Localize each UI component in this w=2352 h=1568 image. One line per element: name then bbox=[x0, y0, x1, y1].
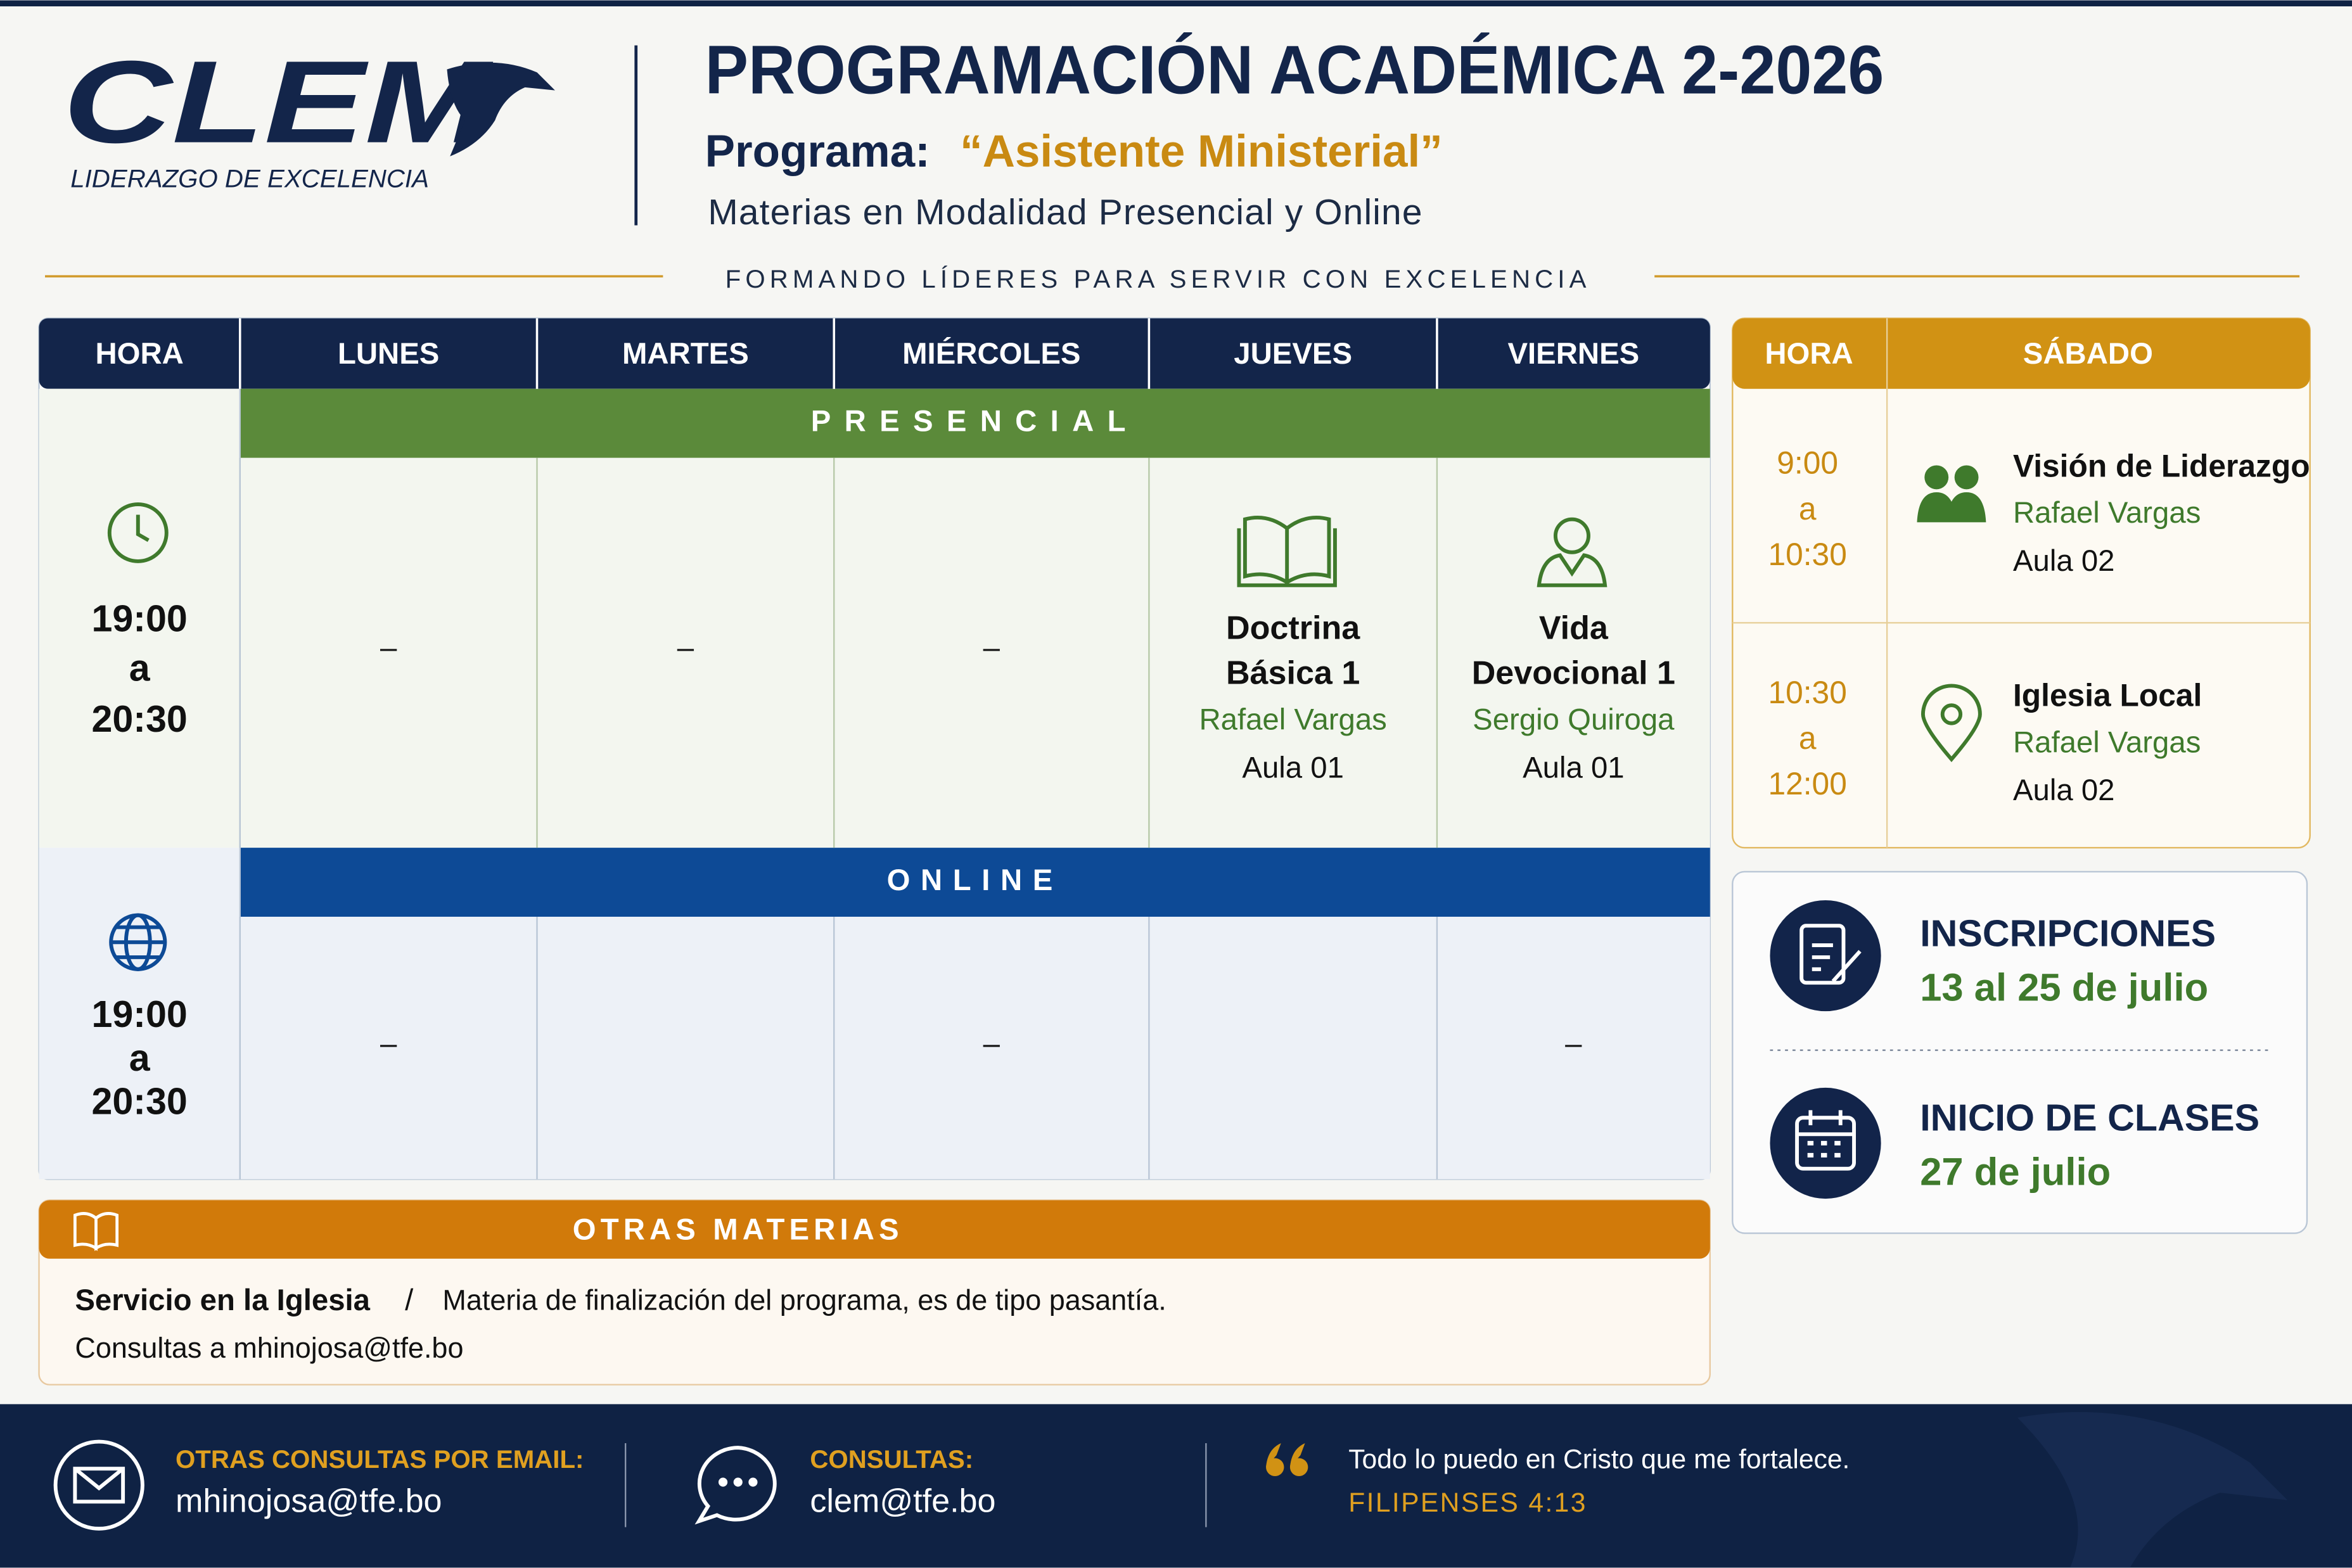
teacher: Rafael Vargas bbox=[2013, 725, 2201, 759]
eagle-logo bbox=[447, 62, 555, 156]
time: 9:00 bbox=[1777, 445, 1838, 481]
description: Materia de finalización del programa, es… bbox=[442, 1284, 1166, 1316]
online-band bbox=[240, 848, 1710, 917]
room: Aula 01 bbox=[1242, 751, 1344, 785]
footer-content: OTRAS CONSULTAS POR EMAIL: mhinojosa@tfe.… bbox=[176, 1443, 1850, 1527]
quote: Todo lo puedo en Cristo que me fortalece… bbox=[1348, 1444, 1850, 1475]
date-label: INICIO DE CLASES bbox=[1920, 1097, 2259, 1139]
column-header: HORA bbox=[1765, 337, 1853, 371]
teacher: Rafael Vargas bbox=[1199, 703, 1386, 737]
contact-label: CONSULTAS: bbox=[810, 1445, 973, 1474]
date-value: 27 de julio bbox=[1920, 1150, 2111, 1194]
teacher: Rafael Vargas bbox=[2013, 496, 2201, 530]
open-book-icon bbox=[74, 1212, 119, 1251]
empty-dash: – bbox=[677, 631, 694, 665]
logo: CLEM bbox=[63, 37, 494, 168]
presencial-body bbox=[39, 388, 1710, 848]
section-label: OTRAS MATERIAS bbox=[573, 1213, 904, 1247]
location-icon bbox=[1921, 684, 1982, 762]
course-name: Iglesia Local bbox=[2013, 678, 2202, 713]
time: 12:00 bbox=[1768, 766, 1846, 801]
course-name: Básica 1 bbox=[1226, 655, 1360, 692]
saturday-header bbox=[1732, 318, 2310, 389]
mail-icon bbox=[53, 1439, 144, 1531]
empty-dash: – bbox=[983, 1027, 1000, 1061]
contact-email: clem@tfe.bo bbox=[810, 1482, 995, 1519]
column-header: HORA bbox=[95, 337, 183, 371]
time: a bbox=[129, 646, 151, 689]
contact: Consultas a mhinojosa@tfe.bo bbox=[75, 1332, 463, 1364]
quote-mark bbox=[1266, 1443, 1308, 1477]
section-label: ONLINE bbox=[887, 864, 1063, 897]
column-header: VIERNES bbox=[1507, 337, 1639, 371]
column-header: MARTES bbox=[622, 337, 749, 371]
empty-dash: – bbox=[983, 631, 1000, 665]
contact-email: mhinojosa@tfe.bo bbox=[176, 1482, 442, 1519]
logo-tagline: LIDERAZGO DE EXCELENCIA bbox=[70, 164, 429, 193]
contact-label: OTRAS CONSULTAS POR EMAIL: bbox=[176, 1445, 584, 1474]
calendar-icon bbox=[1770, 1087, 1881, 1199]
time: 19:00 bbox=[91, 597, 187, 639]
content: HORA LUNES MARTES MIÉRCOLES JUEVES VIERNES PRE… bbox=[38, 317, 2311, 1386]
time: a bbox=[1799, 720, 1817, 756]
footer bbox=[0, 1404, 2352, 1568]
time: 20:30 bbox=[91, 1080, 187, 1123]
title: PROGRAMACIÓN ACADÉMICA 2-2026 bbox=[705, 32, 1884, 109]
top-border bbox=[0, 0, 2352, 7]
time: a bbox=[1799, 491, 1817, 526]
motto: FORMANDO LÍDERES PARA SERVIR CON EXCELEN… bbox=[725, 265, 1591, 293]
separator: / bbox=[405, 1284, 414, 1317]
chat-icon bbox=[694, 1446, 777, 1525]
empty-dash: – bbox=[1565, 1027, 1582, 1061]
program-name: “Asistente Ministerial” bbox=[960, 127, 1443, 177]
column-header: LUNES bbox=[338, 337, 439, 371]
course-name: Devocional 1 bbox=[1472, 655, 1675, 692]
empty-dash: – bbox=[380, 1027, 397, 1061]
time: a bbox=[129, 1036, 151, 1079]
room: Aula 01 bbox=[1523, 751, 1625, 785]
column-header: SÁBADO bbox=[2023, 336, 2153, 371]
person-icon bbox=[1537, 517, 1607, 587]
presencial-band bbox=[240, 388, 1710, 458]
section-label: PRESENCIAL bbox=[811, 405, 1139, 438]
time: 19:00 bbox=[91, 993, 187, 1035]
column-header: MIÉRCOLES bbox=[902, 336, 1080, 371]
course-name: Doctrina bbox=[1226, 610, 1360, 647]
time: 10:30 bbox=[1768, 537, 1846, 572]
course-name: Vida bbox=[1539, 610, 1609, 647]
other-header bbox=[39, 1200, 1710, 1259]
course-name: Servicio en la Iglesia bbox=[75, 1284, 370, 1317]
time: 20:30 bbox=[91, 698, 187, 740]
program-label: Programa: bbox=[705, 127, 930, 177]
empty-dash: – bbox=[380, 631, 397, 665]
quote-reference: FILIPENSES 4:13 bbox=[1348, 1488, 1587, 1518]
date-label: INSCRIPCIONES bbox=[1920, 912, 2216, 954]
globe-icon bbox=[109, 913, 167, 971]
room: Aula 02 bbox=[2013, 544, 2115, 578]
clipboard-icon bbox=[1770, 900, 1881, 1012]
subtitle: Materias en Modalidad Presencial y Onlin… bbox=[708, 193, 1422, 233]
eagle-watermark bbox=[2017, 1412, 2288, 1568]
column-header: JUEVES bbox=[1234, 337, 1352, 371]
book-icon bbox=[1237, 516, 1337, 587]
group-icon bbox=[1917, 465, 1986, 523]
table-header bbox=[39, 318, 1710, 389]
room: Aula 02 bbox=[2013, 774, 2115, 807]
clock-icon bbox=[107, 502, 169, 563]
date-value: 13 al 25 de julio bbox=[1920, 966, 2208, 1009]
course-name: Visión de Liderazgo bbox=[2013, 448, 2310, 483]
time: 10:30 bbox=[1768, 675, 1846, 710]
teacher: Sergio Quiroga bbox=[1473, 703, 1675, 737]
